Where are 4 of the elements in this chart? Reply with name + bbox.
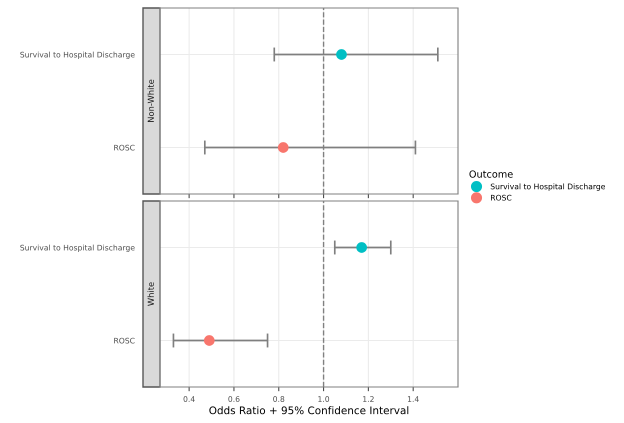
text: White [147,282,154,306]
text: Non-White [147,80,154,122]
legend-title: Outcome [469,170,513,178]
x-axis-title: Odds Ratio + 95% Confidence Interval [209,406,408,414]
